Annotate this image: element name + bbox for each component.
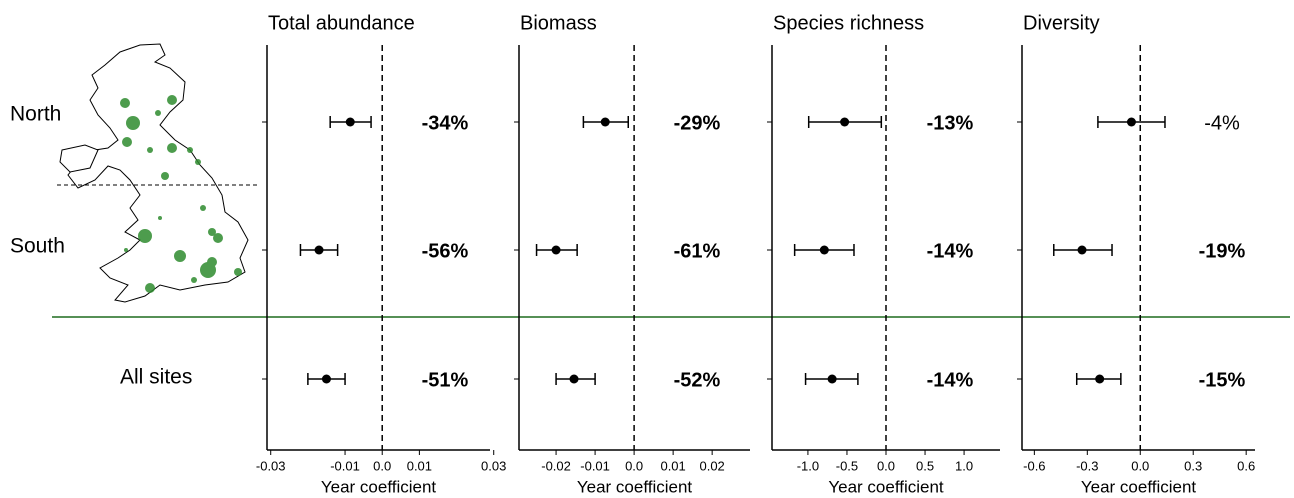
- point: [840, 117, 850, 127]
- point: [1126, 117, 1136, 127]
- point: [1095, 374, 1105, 384]
- x-tick-label: 0.3: [1184, 458, 1202, 473]
- percent-label: -52%: [674, 369, 721, 391]
- x-tick-label: 0.01: [660, 458, 685, 473]
- map-sites: [120, 95, 242, 293]
- x-tick-label: 0.03: [481, 458, 506, 473]
- x-tick-label: -0.03: [256, 458, 286, 473]
- x-tick-label: -0.01: [580, 458, 610, 473]
- x-tick-label: 0.0: [877, 458, 895, 473]
- point: [819, 245, 829, 255]
- x-tick-label: -0.5: [836, 458, 858, 473]
- row-label: All sites: [120, 366, 192, 389]
- point: [827, 374, 837, 384]
- x-tick-label: 0.0: [625, 458, 643, 473]
- percent-label: -56%: [422, 240, 469, 262]
- percent-label: -4%: [1204, 112, 1240, 134]
- x-tick-label: -0.6: [1023, 458, 1045, 473]
- x-tick-label: 0.5: [916, 458, 934, 473]
- map-outline: [59, 144, 99, 173]
- point: [600, 117, 610, 127]
- panel-title: Diversity: [1023, 12, 1100, 34]
- x-tick-label: 0.02: [699, 458, 724, 473]
- x-axis-label: Year coefficient: [321, 477, 437, 496]
- x-tick-label: 0.01: [407, 458, 432, 473]
- map-outline: [67, 43, 249, 303]
- percent-label: -13%: [927, 112, 974, 134]
- panel-title: Total abundance: [268, 12, 415, 34]
- point: [345, 117, 355, 127]
- x-tick-label: -0.01: [330, 458, 360, 473]
- point: [321, 374, 331, 384]
- panel-title: Biomass: [520, 12, 597, 34]
- percent-label: -51%: [422, 369, 469, 391]
- panel-title: Species richness: [773, 12, 924, 34]
- x-tick-label: -1.0: [797, 458, 819, 473]
- percent-label: -61%: [674, 240, 721, 262]
- point: [1077, 245, 1087, 255]
- point: [551, 245, 561, 255]
- point: [569, 374, 579, 384]
- x-axis-label: Year coefficient: [1081, 477, 1197, 496]
- percent-label: -15%: [1199, 369, 1246, 391]
- x-tick-label: 0.6: [1237, 458, 1255, 473]
- x-axis-label: Year coefficient: [828, 477, 944, 496]
- percent-label: -14%: [927, 369, 974, 391]
- percent-label: -19%: [1199, 240, 1246, 262]
- x-axis-label: Year coefficient: [577, 477, 693, 496]
- x-tick-label: 0.0: [373, 458, 391, 473]
- map: [57, 43, 258, 303]
- percent-label: -29%: [674, 112, 721, 134]
- percent-label: -34%: [422, 112, 469, 134]
- percent-label: -14%: [927, 240, 974, 262]
- point: [314, 245, 324, 255]
- x-tick-label: 0.0: [1131, 458, 1149, 473]
- x-tick-label: -0.3: [1076, 458, 1098, 473]
- x-tick-label: -0.02: [541, 458, 571, 473]
- row-label: North: [10, 103, 61, 126]
- row-label: South: [10, 235, 65, 258]
- x-tick-label: 1.0: [955, 458, 973, 473]
